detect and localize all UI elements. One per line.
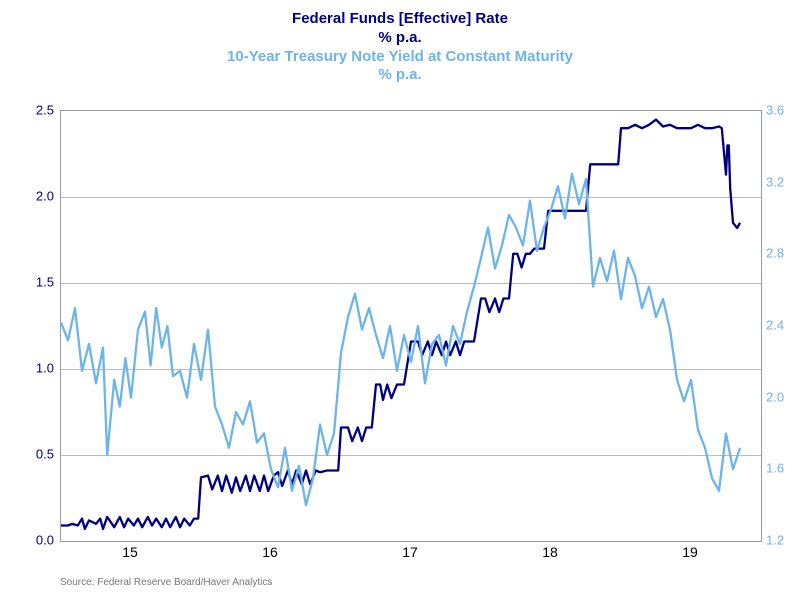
x-tick: 18: [542, 544, 558, 560]
x-tick: 15: [122, 544, 138, 560]
y-tick-left: 0.5: [36, 447, 54, 462]
title-line-4: % p.a.: [0, 66, 800, 85]
plot-area: [60, 110, 762, 542]
y-tick-right: 2.0: [766, 389, 784, 404]
series-line: [61, 174, 740, 506]
chart-container: Federal Funds [Effective] Rate % p.a. 10…: [0, 0, 800, 600]
series-line: [61, 120, 740, 529]
y-tick-left: 2.5: [36, 103, 54, 118]
y-tick-right: 1.6: [766, 461, 784, 476]
y-tick-left: 1.0: [36, 361, 54, 376]
title-line-1: Federal Funds [Effective] Rate: [0, 10, 800, 29]
y-tick-right: 2.8: [766, 246, 784, 261]
title-line-2: % p.a.: [0, 29, 800, 48]
y-tick-left: 0.0: [36, 533, 54, 548]
y-axis-left: 0.00.51.01.52.02.5: [0, 110, 60, 540]
chart-titles: Federal Funds [Effective] Rate % p.a. 10…: [0, 0, 800, 85]
title-line-3: 10-Year Treasury Note Yield at Constant …: [0, 48, 800, 67]
series-svg: [61, 111, 761, 541]
y-tick-right: 3.2: [766, 174, 784, 189]
x-tick: 19: [682, 544, 698, 560]
x-axis: 15 16 17 18 19: [60, 540, 760, 564]
y-tick-left: 1.5: [36, 275, 54, 290]
x-tick: 16: [262, 544, 278, 560]
y-tick-right: 1.2: [766, 533, 784, 548]
source-text: Source: Federal Reserve Board/Haver Anal…: [60, 577, 272, 588]
y-tick-right: 2.4: [766, 318, 784, 333]
x-tick: 17: [402, 544, 418, 560]
y-tick-left: 2.0: [36, 189, 54, 204]
y-tick-right: 3.6: [766, 103, 784, 118]
y-axis-right: 1.21.62.02.42.83.23.6: [760, 110, 800, 540]
